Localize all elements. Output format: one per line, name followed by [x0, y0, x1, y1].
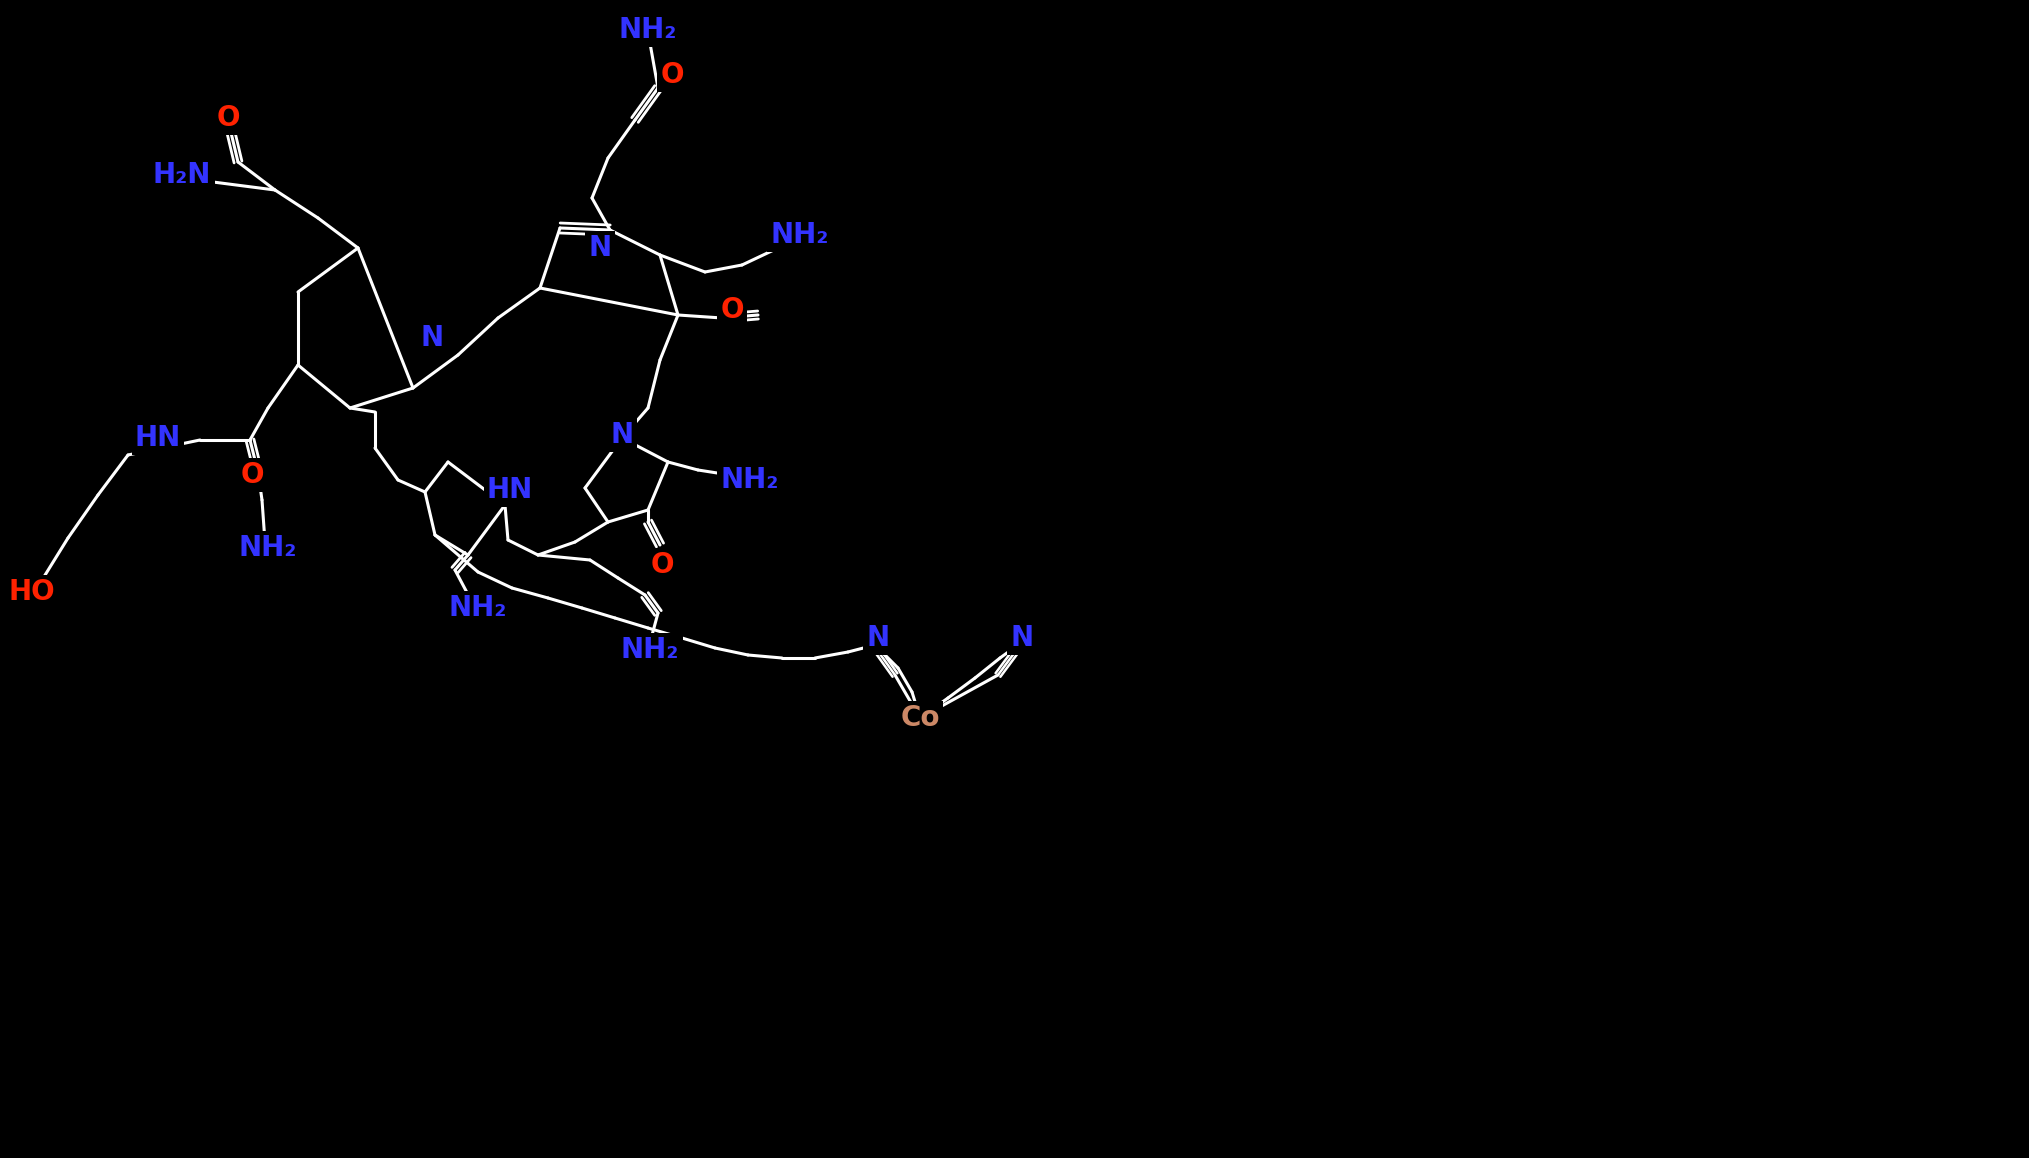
- Text: HO: HO: [8, 578, 55, 606]
- Text: O: O: [659, 61, 684, 89]
- Text: HN: HN: [134, 424, 181, 452]
- Text: HN: HN: [487, 476, 534, 504]
- Text: O: O: [239, 461, 264, 489]
- Text: NH₂: NH₂: [239, 534, 296, 562]
- Text: NH₂: NH₂: [720, 466, 779, 494]
- Text: N: N: [1010, 624, 1033, 652]
- Text: O: O: [720, 296, 745, 324]
- Text: NH₂: NH₂: [621, 636, 680, 664]
- Text: Co: Co: [901, 704, 939, 732]
- Text: N: N: [420, 324, 444, 352]
- Text: NH₂: NH₂: [619, 16, 678, 44]
- Text: NH₂: NH₂: [771, 221, 830, 249]
- Text: H₂N: H₂N: [152, 161, 211, 189]
- Text: N: N: [588, 234, 611, 262]
- Text: O: O: [649, 551, 674, 579]
- Text: NH₂: NH₂: [448, 594, 507, 622]
- Text: N: N: [611, 422, 633, 449]
- Text: O: O: [217, 104, 239, 132]
- Text: N: N: [866, 624, 889, 652]
